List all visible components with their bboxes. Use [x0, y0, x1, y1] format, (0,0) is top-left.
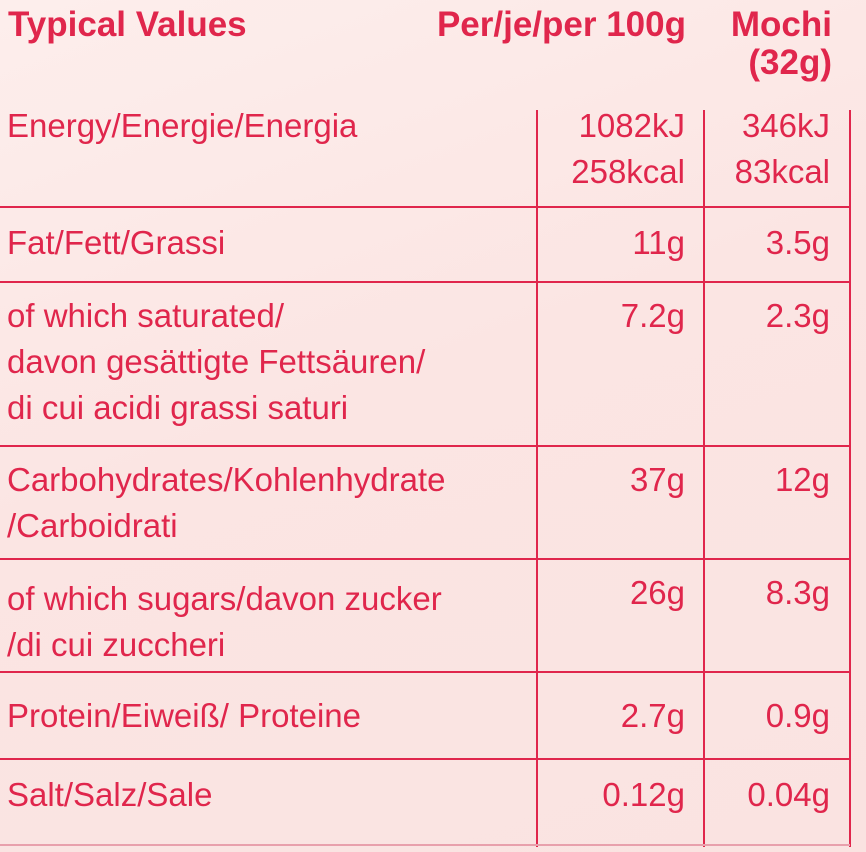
label-line: Protein/Eiweiß/ Proteine	[7, 697, 361, 734]
label-line: of which saturated/	[7, 297, 284, 334]
label-line: di cui acidi grassi saturi	[7, 389, 349, 426]
row-label: Protein/Eiweiß/ Proteine	[7, 693, 361, 739]
value-per-100g: 1082kJ 258kcal	[571, 103, 685, 195]
label-line: /di cui zuccheri	[7, 626, 226, 663]
label-line: Fat/Fett/Grassi	[7, 224, 226, 261]
value-per-mochi: 0.04g	[747, 776, 830, 813]
row-carbohydrates: Carbohydrates/Kohlenhydrate/Carboidrati …	[0, 447, 850, 560]
value-per-100g: 26g	[629, 574, 685, 611]
value-per-100g: 37g	[629, 461, 685, 498]
header-per-100g: Per/je/per 100g	[436, 5, 686, 44]
value-per-mochi: 12g	[774, 461, 830, 498]
value-line: 83kcal	[734, 153, 830, 190]
value-per-100g: 0.12g	[602, 776, 685, 813]
row-energy: Energy/Energie/Energia 1082kJ 258kcal 346…	[0, 103, 850, 208]
row-label: Salt/Salz/Sale	[7, 772, 212, 818]
label-line: Carbohydrates/Kohlenhydrate	[7, 461, 446, 498]
row-label: of which saturated/davon gesättigte Fett…	[7, 293, 425, 431]
value-line: 258kcal	[571, 153, 685, 190]
value-per-mochi: 8.3g	[765, 574, 830, 611]
row-label: Fat/Fett/Grassi	[7, 220, 225, 266]
header-typical-values: Typical Values	[8, 5, 247, 44]
column-divider	[849, 110, 851, 847]
row-saturated: of which saturated/davon gesättigte Fett…	[0, 283, 850, 447]
value-per-100g: 11g	[632, 224, 685, 261]
row-sugars: of which sugars/davon zucker/di cui zucc…	[0, 560, 850, 673]
row-label: Energy/Energie/Energia	[7, 103, 357, 149]
header-mochi-name: Mochi	[730, 5, 832, 44]
row-salt: Salt/Salz/Sale 0.12g 0.04g	[0, 760, 850, 846]
column-divider	[536, 110, 538, 847]
value-per-100g: 7.2g	[620, 297, 685, 334]
label-line: davon gesättigte Fettsäuren/	[7, 343, 426, 380]
label-line: of which sugars/davon zucker	[7, 580, 442, 617]
column-divider	[703, 110, 705, 847]
row-label: of which sugars/davon zucker/di cui zucc…	[7, 576, 442, 668]
value-per-100g: 2.7g	[620, 697, 685, 734]
label-line: /Carboidrati	[7, 507, 178, 544]
label-line: Salt/Salz/Sale	[7, 776, 213, 813]
header-mochi-weight: (32g)	[748, 43, 832, 82]
value-per-mochi: 3.5g	[765, 224, 830, 261]
row-label: Carbohydrates/Kohlenhydrate/Carboidrati	[7, 457, 445, 549]
value-per-mochi: 0.9g	[765, 697, 830, 734]
value-line: 346kJ	[741, 107, 830, 144]
value-per-mochi: 346kJ 83kcal	[735, 103, 830, 195]
label-line: Energy/Energie/Energia	[7, 107, 358, 144]
row-fat: Fat/Fett/Grassi 11g 3.5g	[0, 208, 850, 283]
value-line: 1082kJ	[578, 107, 685, 144]
row-protein: Protein/Eiweiß/ Proteine 2.7g 0.9g	[0, 673, 850, 760]
header-mochi: Mochi (32g)	[731, 6, 832, 82]
value-per-mochi: 2.3g	[765, 297, 830, 334]
